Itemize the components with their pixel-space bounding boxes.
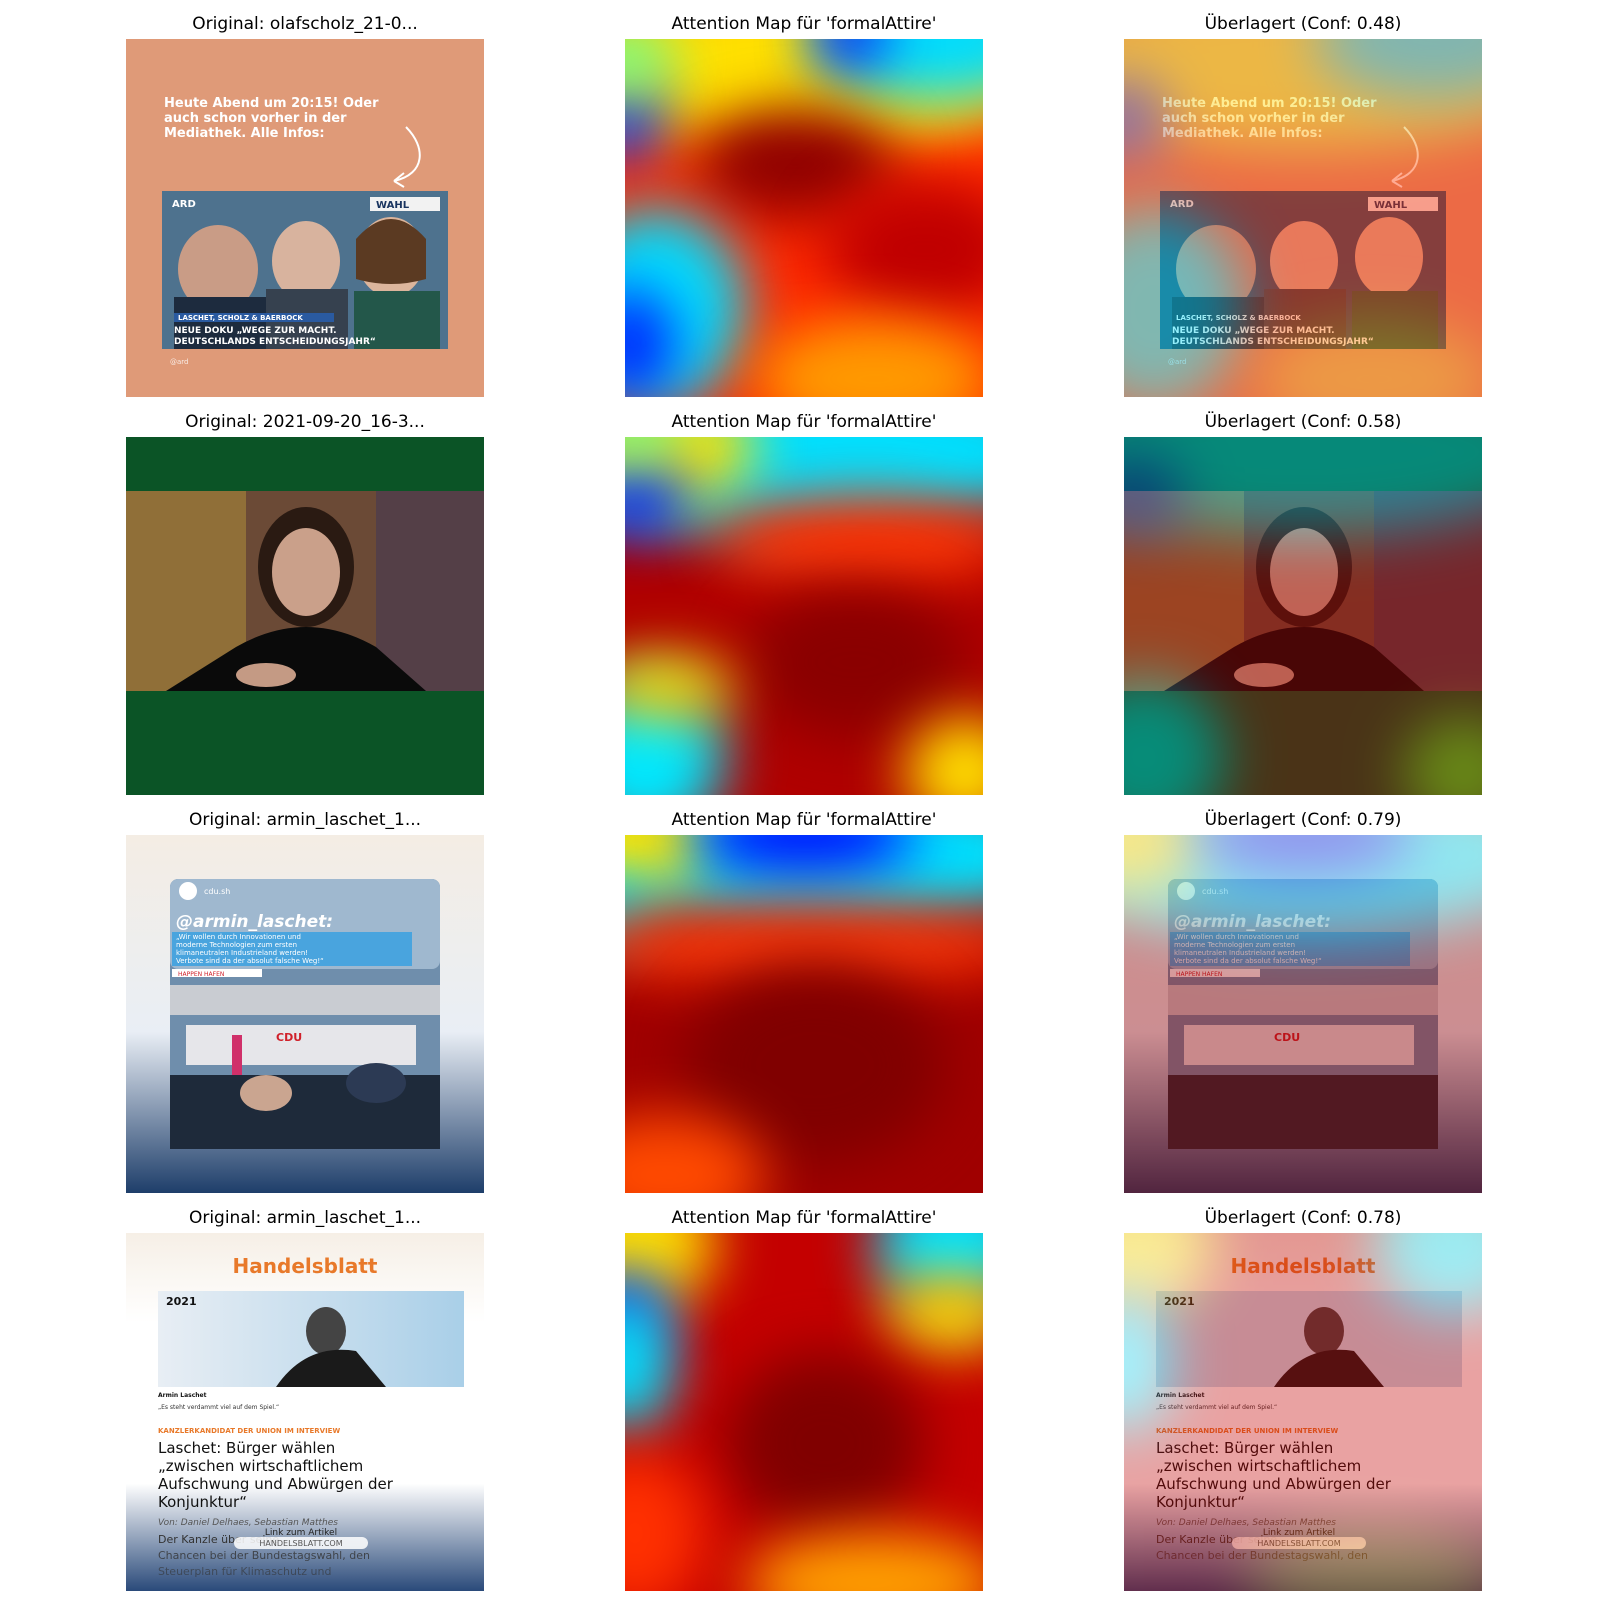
- original-title-1: Original: olafscholz_21-0...: [192, 14, 418, 34]
- overlay-image-2: [1124, 437, 1482, 795]
- svg-text:WAHL: WAHL: [1374, 200, 1408, 211]
- svg-text:Handelsblatt: Handelsblatt: [1231, 1254, 1376, 1278]
- svg-text:Mediathek. Alle Infos:: Mediathek. Alle Infos:: [164, 126, 325, 141]
- svg-text:„zwischen wirtschaftlichem: „zwischen wirtschaftlichem: [1156, 1457, 1361, 1475]
- svg-text:Aufschwung und Abwürgen der: Aufschwung und Abwürgen der: [158, 1475, 394, 1493]
- svg-text:Mediathek. Alle Infos:: Mediathek. Alle Infos:: [1162, 126, 1323, 141]
- original-image-4: Handelsblatt 2021 Armin Laschet „Es steh…: [126, 1233, 484, 1591]
- svg-text:Laschet: Bürger wählen: Laschet: Bürger wählen: [158, 1439, 335, 1457]
- svg-text:„Wir wollen durch Innovationen: „Wir wollen durch Innovationen und: [1174, 933, 1299, 941]
- svg-text:ARD: ARD: [172, 199, 196, 210]
- overlay-image-3: cdu.sh @armin_laschet: „Wir wollen durch…: [1124, 835, 1482, 1193]
- svg-text:klimaneutralen Industrieland w: klimaneutralen Industrieland werden!: [176, 949, 308, 957]
- svg-text:DEUTSCHLANDS ENTSCHEIDUNGSJAHR: DEUTSCHLANDS ENTSCHEIDUNGSJAHR“: [174, 337, 376, 347]
- attention-map-3: [625, 835, 983, 1193]
- svg-text:Armin Laschet: Armin Laschet: [1156, 1392, 1205, 1399]
- original-title-3: Original: armin_laschet_1...: [188, 810, 422, 830]
- attention-title-1: Attention Map für 'formalAttire': [671, 14, 937, 34]
- svg-text:Link zum Artikel: Link zum Artikel: [265, 1528, 337, 1538]
- overlay-title-1: Überlagert (Conf: 0.48): [1204, 14, 1402, 34]
- svg-text:NEUE DOKU „WEGE ZUR MACHT.: NEUE DOKU „WEGE ZUR MACHT.: [174, 326, 337, 336]
- overlay-image-4: Handelsblatt 2021 Armin Laschet „Es steh…: [1124, 1233, 1482, 1591]
- svg-text:Link zum Artikel: Link zum Artikel: [1263, 1528, 1335, 1538]
- attention-map-2: [625, 437, 983, 795]
- svg-text:Konjunktur“: Konjunktur“: [158, 1493, 247, 1511]
- overlay-image-1: Heute Abend um 20:15! Oder auch schon vo…: [1124, 39, 1482, 397]
- svg-text:KANZLERKANDIDAT DER UNION IM I: KANZLERKANDIDAT DER UNION IM INTERVIEW: [1156, 1427, 1338, 1435]
- svg-text:HANDELSBLATT.COM: HANDELSBLATT.COM: [1257, 1539, 1340, 1548]
- svg-text:@ard: @ard: [1168, 358, 1187, 366]
- svg-text:cdu.sh: cdu.sh: [204, 887, 230, 896]
- svg-text:cdu.sh: cdu.sh: [1202, 887, 1228, 896]
- svg-text:Verbote sind da der absolut fa: Verbote sind da der absolut falsche Weg!…: [1174, 957, 1322, 965]
- svg-text:@ard: @ard: [170, 358, 189, 366]
- original-title-4: Original: armin_laschet_1...: [188, 1208, 422, 1228]
- svg-text:2021: 2021: [166, 1295, 197, 1308]
- svg-text:HANDELSBLATT.COM: HANDELSBLATT.COM: [259, 1539, 342, 1548]
- original-image-2: [126, 437, 484, 795]
- original-title-2: Original: 2021-09-20_16-3...: [185, 412, 425, 432]
- svg-text:Verbote sind da der absolut fa: Verbote sind da der absolut falsche Weg!…: [176, 957, 324, 965]
- svg-text:@armin_laschet:: @armin_laschet:: [176, 912, 333, 932]
- attention-title-3: Attention Map für 'formalAttire': [671, 810, 937, 830]
- svg-text:Steuerplan für Klimaschutz und: Steuerplan für Klimaschutz und: [158, 1565, 331, 1578]
- svg-text:Heute Abend um 20:15! Oder: Heute Abend um 20:15! Oder: [1162, 96, 1377, 111]
- svg-text:„Es steht verdammt viel auf de: „Es steht verdammt viel auf dem Spiel.“: [1156, 1404, 1277, 1411]
- svg-text:2021: 2021: [1164, 1295, 1195, 1308]
- svg-text:auch schon vorher in der: auch schon vorher in der: [1162, 111, 1345, 126]
- attention-map-1: [625, 39, 983, 397]
- svg-text:HAPPEN HAFEN: HAPPEN HAFEN: [178, 971, 224, 978]
- attention-title-2: Attention Map für 'formalAttire': [671, 412, 937, 432]
- svg-text:KANZLERKANDIDAT DER UNION IM I: KANZLERKANDIDAT DER UNION IM INTERVIEW: [158, 1427, 340, 1435]
- svg-text:@armin_laschet:: @armin_laschet:: [1174, 912, 1331, 932]
- svg-text:„Es steht verdammt viel auf de: „Es steht verdammt viel auf dem Spiel.“: [158, 1404, 279, 1411]
- svg-text:ARD: ARD: [1170, 199, 1194, 210]
- original-image-1: Heute Abend um 20:15! Oder auch schon vo…: [126, 39, 484, 397]
- overlay-title-4: Überlagert (Conf: 0.78): [1204, 1208, 1402, 1228]
- svg-text:LASCHET, SCHOLZ & BAERBOCK: LASCHET, SCHOLZ & BAERBOCK: [178, 314, 303, 322]
- svg-text:auch schon vorher in der: auch schon vorher in der: [164, 111, 347, 126]
- svg-text:CDU: CDU: [1274, 1031, 1300, 1044]
- svg-text:WAHL: WAHL: [376, 200, 410, 211]
- svg-text:Handelsblatt: Handelsblatt: [233, 1254, 378, 1278]
- overlay-title-2: Überlagert (Conf: 0.58): [1204, 412, 1402, 432]
- svg-text:LASCHET, SCHOLZ & BAERBOCK: LASCHET, SCHOLZ & BAERBOCK: [1176, 314, 1301, 322]
- svg-text:„zwischen wirtschaftlichem: „zwischen wirtschaftlichem: [158, 1457, 363, 1475]
- original-image-3: cdu.sh @armin_laschet: „Wir wollen durch…: [126, 835, 484, 1193]
- svg-text:CDU: CDU: [276, 1031, 302, 1044]
- svg-text:Aufschwung und Abwürgen der: Aufschwung und Abwürgen der: [1156, 1475, 1392, 1493]
- svg-text:Armin Laschet: Armin Laschet: [158, 1392, 207, 1399]
- svg-text:klimaneutralen Industrieland w: klimaneutralen Industrieland werden!: [1174, 949, 1306, 957]
- attention-map-4: [625, 1233, 983, 1591]
- svg-text:„Wir wollen durch Innovationen: „Wir wollen durch Innovationen und: [176, 933, 301, 941]
- svg-text:Chancen bei der Bundestagswahl: Chancen bei der Bundestagswahl, den: [1156, 1549, 1368, 1562]
- svg-text:moderne Technologien zum erste: moderne Technologien zum ersten: [1174, 941, 1295, 949]
- svg-text:Von: Daniel Delhaes, Sebastian: Von: Daniel Delhaes, Sebastian Matthes: [158, 1518, 338, 1528]
- svg-text:Von: Daniel Delhaes, Sebastian: Von: Daniel Delhaes, Sebastian Matthes: [1156, 1518, 1336, 1528]
- svg-text:NEUE DOKU „WEGE ZUR MACHT.: NEUE DOKU „WEGE ZUR MACHT.: [1172, 326, 1335, 336]
- svg-text:Laschet: Bürger wählen: Laschet: Bürger wählen: [1156, 1439, 1333, 1457]
- attention-title-4: Attention Map für 'formalAttire': [671, 1208, 937, 1228]
- overlay-title-3: Überlagert (Conf: 0.79): [1204, 810, 1402, 830]
- svg-text:HAPPEN HAFEN: HAPPEN HAFEN: [1176, 971, 1222, 978]
- svg-text:Heute Abend um 20:15! Oder: Heute Abend um 20:15! Oder: [164, 96, 379, 111]
- svg-text:moderne Technologien zum erste: moderne Technologien zum ersten: [176, 941, 297, 949]
- svg-text:Konjunktur“: Konjunktur“: [1156, 1493, 1245, 1511]
- svg-text:DEUTSCHLANDS ENTSCHEIDUNGSJAHR: DEUTSCHLANDS ENTSCHEIDUNGSJAHR“: [1172, 337, 1374, 347]
- svg-text:Chancen bei der Bundestagswahl: Chancen bei der Bundestagswahl, den: [158, 1549, 370, 1562]
